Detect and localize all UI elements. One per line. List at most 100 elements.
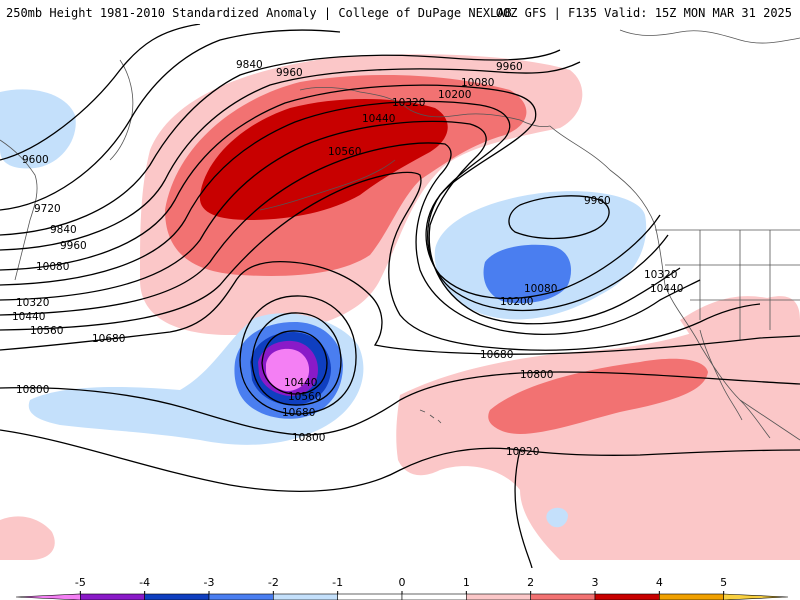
anomaly-map: 9840 9960 9960 10080 10200 10320 10440 1… <box>0 24 800 568</box>
legend-swatch <box>144 593 210 600</box>
contour-label: 9840 <box>236 59 263 71</box>
contour-label: 10320 <box>392 97 425 109</box>
baja-coast <box>699 329 743 421</box>
contour-label: 10440 <box>284 377 317 389</box>
legend-swatch <box>337 593 403 600</box>
contour-label: 10800 <box>16 384 49 396</box>
contour-low-10440 <box>261 330 328 395</box>
us-west-coast <box>664 284 771 439</box>
contour-label: 10200 <box>438 89 471 101</box>
arctic-islands <box>619 29 800 44</box>
positive-anomaly-1-south <box>396 296 800 560</box>
contour-10080 <box>0 84 661 299</box>
legend-swatch <box>723 593 789 600</box>
contour-10440 <box>0 142 701 335</box>
positive-anomaly-1-southeast <box>680 296 780 339</box>
contour-low-10560 <box>251 312 342 406</box>
contour-label: 10080 <box>461 77 494 89</box>
legend-swatch <box>594 593 660 600</box>
contour-10320 <box>0 120 681 325</box>
contour-label: 10440 <box>362 113 395 125</box>
legend-tick-label: -4 <box>139 576 150 589</box>
contour-label: 10320 <box>16 297 49 309</box>
contour-label: 10920 <box>506 446 539 458</box>
contour-label: 10320 <box>644 269 677 281</box>
contour-9600 <box>0 24 201 161</box>
contour-label: 10680 <box>92 333 125 345</box>
contour-label: 9840 <box>50 224 77 236</box>
legend-swatches <box>15 593 789 600</box>
title-bar: 250mb Height 1981-2010 Standardized Anom… <box>0 0 800 24</box>
run-info: 00Z GFS | F135 Valid: 15Z MON MAR 31 202… <box>495 6 792 20</box>
contour-label: 10800 <box>292 432 325 444</box>
positive-anomaly-2-south <box>488 358 708 434</box>
legend-tick-label: -5 <box>75 576 86 589</box>
legend-swatch <box>15 593 81 600</box>
mexico-coast <box>739 399 800 441</box>
map-title: 250mb Height 1981-2010 Standardized Anom… <box>6 6 512 20</box>
legend-swatch <box>659 593 724 600</box>
legend-swatch <box>273 593 338 600</box>
contour-10920-east <box>514 449 533 568</box>
aleutian-chain <box>259 159 396 211</box>
negative-anomaly-5-low <box>266 348 310 391</box>
contour-label: 10440 <box>12 311 45 323</box>
coastlines <box>0 29 800 441</box>
color-legend: -5 -4 -3 -2 -1 0 1 2 3 4 5 <box>15 576 789 600</box>
legend-tick-label: 5 <box>720 576 727 589</box>
contour-low-10680 <box>239 295 357 415</box>
contour-label: 10080 <box>36 261 69 273</box>
contour-label: 9960 <box>496 61 523 73</box>
contour-label: 10560 <box>30 325 63 337</box>
legend-tick-label: -3 <box>204 576 215 589</box>
contour-10800 <box>0 371 800 436</box>
positive-anomaly-1-southwest <box>0 516 55 560</box>
contour-label: 9600 <box>22 154 49 166</box>
asia-coast <box>0 139 38 281</box>
kamchatka <box>109 59 134 161</box>
legend-tick-label: -1 <box>332 576 343 589</box>
contour-label: 10800 <box>520 369 553 381</box>
contour-10680-main <box>0 260 800 355</box>
contour-label: 10080 <box>524 283 557 295</box>
legend-swatch <box>401 593 467 600</box>
legend-ticks: -5 -4 -3 -2 -1 0 1 2 3 4 5 <box>75 576 727 594</box>
positive-anomaly-3-core <box>199 98 448 220</box>
contour-label: 10560 <box>288 391 321 403</box>
contour-label: 10680 <box>282 407 315 419</box>
contour-label: 9720 <box>34 203 61 215</box>
contour-10920 <box>0 429 800 493</box>
legend-swatch <box>80 593 145 600</box>
legend-tick-label: 3 <box>592 576 599 589</box>
contour-label: 10680 <box>480 349 513 361</box>
legend-swatch <box>208 593 274 600</box>
legend-tick-label: 4 <box>656 576 663 589</box>
contour-label: 9960 <box>60 240 87 252</box>
negative-anomaly-1-small <box>546 507 568 528</box>
legend-tick-label: 0 <box>399 576 406 589</box>
contour-label: 10200 <box>500 296 533 308</box>
legend-swatch <box>530 593 596 600</box>
contour-label: 10440 <box>650 283 683 295</box>
legend-tick-label: 1 <box>463 576 470 589</box>
contour-9960-north <box>0 61 581 251</box>
legend-swatch <box>466 593 531 600</box>
legend-tick-label: -2 <box>268 576 279 589</box>
alaska-coast <box>299 86 551 128</box>
contour-label: 9960 <box>276 67 303 79</box>
contour-labels: 9840 9960 9960 10080 10200 10320 10440 1… <box>12 59 683 458</box>
contour-10560 <box>0 171 761 351</box>
anomaly-shading <box>0 54 800 560</box>
negative-anomaly-2-east <box>483 244 572 304</box>
negative-anomaly-1-northwest <box>0 89 76 169</box>
legend-tick-label: 2 <box>527 576 534 589</box>
height-contours <box>0 24 800 568</box>
contour-label: 10560 <box>328 146 361 158</box>
bc-coast <box>549 125 666 286</box>
contour-10200 <box>0 100 669 312</box>
contour-east-9960 <box>508 195 610 240</box>
contour-9840 <box>0 49 561 236</box>
contour-label: 9960 <box>584 195 611 207</box>
contour-9720 <box>0 29 341 211</box>
